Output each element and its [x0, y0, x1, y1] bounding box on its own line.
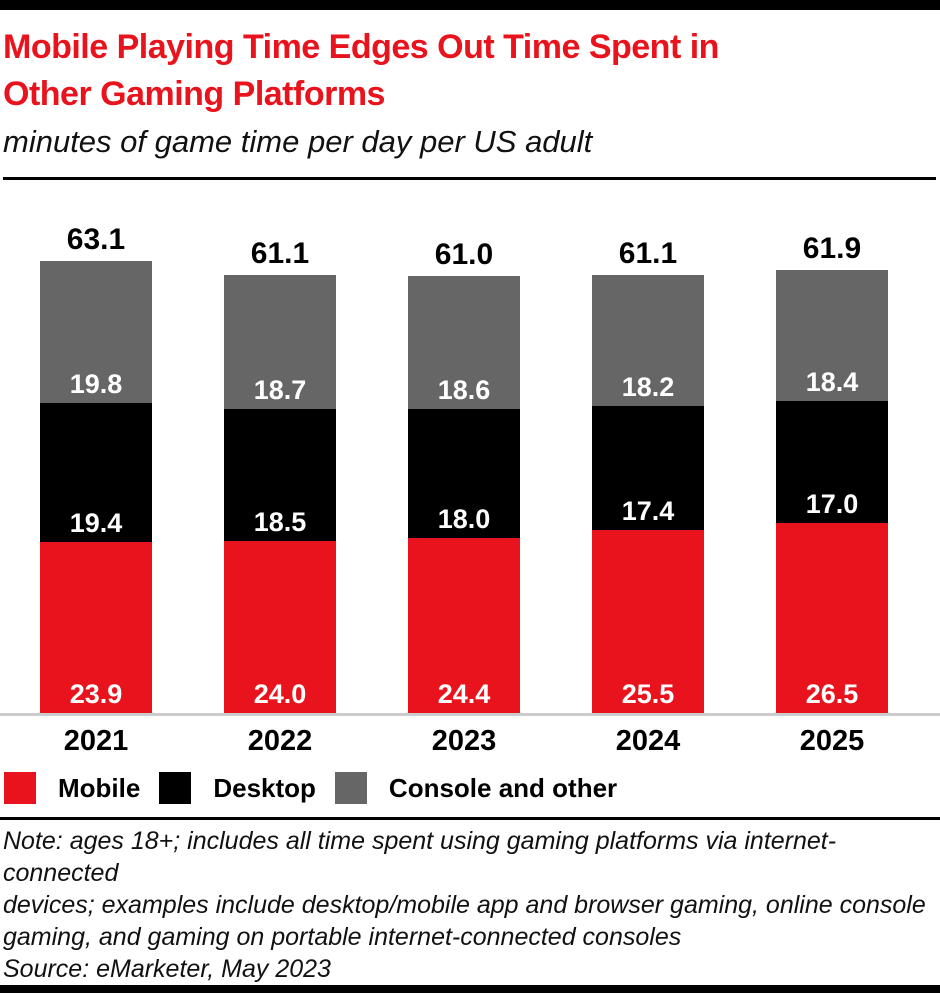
desktop-swatch-icon [159, 772, 192, 804]
note-line-1: Note: ages 18+; includes all time spent … [3, 827, 837, 887]
note-section: Note: ages 18+; includes all time spent … [0, 817, 940, 985]
x-axis-label-2024: 2024 [615, 725, 681, 757]
header-divider [3, 177, 936, 180]
segment-value-label-mobile-2021: 23.9 [69, 678, 123, 709]
segment-value-label-console-and-other-2025: 18.4 [805, 367, 859, 398]
segment-value-label-mobile-2024: 25.5 [621, 678, 675, 709]
bar-segment-console-and-other-2021: 19.8 [40, 261, 152, 403]
legend: Mobile Desktop Console and other [4, 768, 940, 808]
x-axis-label-2021: 2021 [63, 725, 129, 757]
bar-segment-desktop-2025: 17.0 [776, 401, 888, 524]
segment-value-label-console-and-other-2023: 18.6 [437, 375, 491, 406]
chart: 63.1 23.9 19.4 19.8 2021 61.1 24.0 18.5 18.7 2022… [0, 188, 940, 758]
bar-total-label-2024: 61.1 [618, 237, 678, 271]
segment-value-label-console-and-other-2024: 18.2 [621, 371, 675, 402]
bar-segment-mobile-2022: 24.0 [224, 541, 336, 713]
top-black-bar [0, 0, 940, 10]
bar-segment-mobile-2021: 23.9 [40, 541, 152, 713]
bar-total-label-2022: 61.1 [250, 236, 310, 270]
segment-value-label-console-and-other-2022: 18.7 [253, 374, 307, 405]
page-title: Mobile Playing Time Edges Out Time Spent… [3, 24, 936, 118]
bar-segment-desktop-2024: 17.4 [592, 405, 704, 531]
bar-segment-console-and-other-2025: 18.4 [776, 269, 888, 402]
bar-2022: 24.0 18.5 18.7 [224, 274, 336, 713]
title-line-1: Mobile Playing Time Edges Out Time Spent… [3, 28, 719, 66]
legend-item-desktop: Desktop [159, 772, 316, 804]
note-line-2: devices; examples include desktop/mobile… [3, 891, 926, 919]
bar-2025: 26.5 17.0 18.4 [776, 269, 888, 713]
x-axis-label-2025: 2025 [799, 725, 865, 757]
bar-total-label-2021: 63.1 [66, 223, 126, 256]
bar-segment-mobile-2023: 24.4 [408, 538, 520, 713]
header: Mobile Playing Time Edges Out Time Spent… [0, 10, 940, 180]
bar-segment-desktop-2023: 18.0 [408, 409, 520, 539]
legend-item-mobile: Mobile [4, 772, 140, 804]
bar-segment-console-and-other-2022: 18.7 [224, 274, 336, 409]
bar-total-label-2023: 61.0 [434, 238, 494, 272]
x-axis-baseline [0, 713, 940, 716]
source-line: Source: eMarketer, May 2023 [3, 955, 331, 983]
bar-2023: 24.4 18.0 18.6 [408, 276, 520, 713]
bar-total-label-2025: 61.9 [802, 231, 862, 265]
legend-label-console: Console and other [388, 772, 618, 803]
segment-value-label-desktop-2022: 18.5 [253, 507, 307, 538]
console-swatch-icon [334, 772, 367, 804]
segment-value-label-mobile-2025: 26.5 [805, 678, 859, 709]
segment-value-label-mobile-2023: 24.4 [437, 678, 491, 709]
bar-2021: 23.9 19.4 19.8 [40, 261, 152, 713]
segment-value-label-desktop-2024: 17.4 [621, 496, 675, 527]
x-axis-label-2023: 2023 [431, 725, 497, 757]
x-axis-label-2022: 2022 [247, 725, 313, 757]
legend-label-mobile: Mobile [58, 772, 141, 803]
bar-segment-console-and-other-2023: 18.6 [408, 276, 520, 410]
chart-subtitle: minutes of game time per day per US adul… [3, 124, 593, 159]
bar-segment-console-and-other-2024: 18.2 [592, 275, 704, 406]
segment-value-label-console-and-other-2021: 19.8 [69, 368, 123, 399]
plot-area: 63.1 23.9 19.4 19.8 2021 61.1 24.0 18.5 18.7 2022… [0, 188, 940, 758]
bar-segment-mobile-2024: 25.5 [592, 530, 704, 713]
note-line-3: gaming, and gaming on portable internet-… [3, 923, 682, 951]
footer-black-bar [0, 985, 940, 993]
segment-value-label-desktop-2021: 19.4 [69, 507, 123, 538]
mobile-swatch-icon [4, 772, 36, 804]
bar-segment-desktop-2022: 18.5 [224, 408, 336, 542]
legend-item-console: Console and other [334, 772, 618, 804]
segment-value-label-mobile-2022: 24.0 [253, 678, 307, 709]
legend-label-desktop: Desktop [213, 772, 316, 803]
title-line-2: Other Gaming Platforms [3, 75, 385, 113]
bar-segment-desktop-2021: 19.4 [40, 402, 152, 542]
segment-value-label-desktop-2025: 17.0 [805, 489, 859, 520]
segment-value-label-desktop-2023: 18.0 [437, 504, 491, 535]
bar-2024: 25.5 17.4 18.2 [592, 275, 704, 713]
bar-segment-mobile-2025: 26.5 [776, 523, 888, 713]
